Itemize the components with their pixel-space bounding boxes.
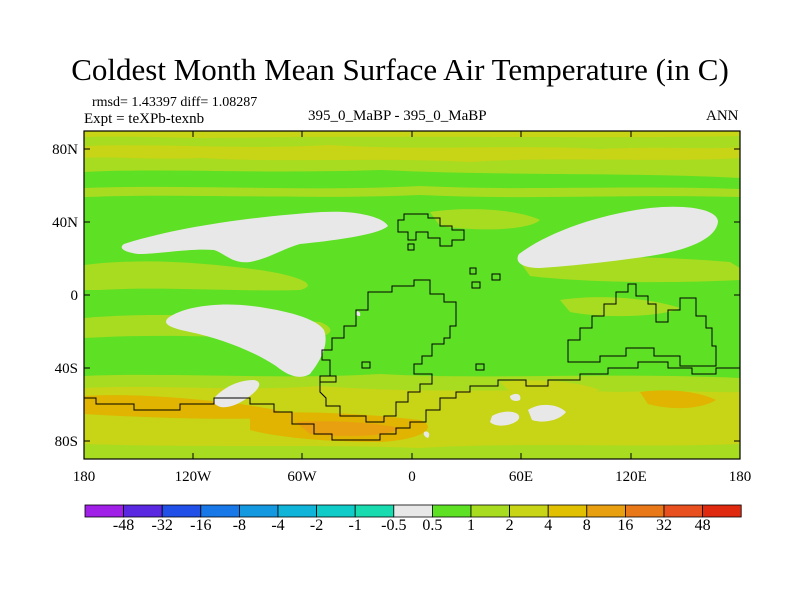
contour-region [510,393,521,401]
lon-label-180w: 180 [73,469,96,485]
lat-label-80s: 80S [55,434,78,450]
outline-island [361,361,371,369]
colorbar-label: 8 [582,517,591,534]
lon-labels: 180 120W 60W 0 60E 120E 180 [73,469,752,485]
contour-region [355,311,361,316]
colorbar-label: 16 [617,517,634,534]
contour-region [490,411,520,426]
colorbar [84,504,742,518]
lat-label-40s: 40S [55,361,78,377]
outline-island [491,273,501,281]
contour-region [560,297,680,317]
outline-island [319,375,337,383]
colorbar-box [393,504,433,518]
colorbar-label: -16 [190,517,212,534]
colorbar-label: 1 [467,517,475,534]
colorbar-box [509,504,549,518]
colorbar-label: -0.5 [381,517,407,534]
contour-region [121,211,388,263]
map-field [84,131,740,459]
colorbar-label: 2 [505,517,514,534]
lon-label-0: 0 [408,469,416,485]
lon-label-180e: 180 [729,469,752,485]
lon-label-120e: 120E [615,469,647,485]
contour-region [423,431,430,438]
colorbar-label: -2 [309,517,324,534]
axis-ticks [84,131,740,459]
outline-island [407,243,415,251]
colorbar-box [354,504,395,518]
colorbar-box [316,504,356,518]
colorbar-box [238,504,279,518]
colorbar-box [586,504,626,518]
contour-region [84,261,308,291]
lon-label-120w: 120W [175,469,213,485]
colorbar-box [161,504,202,518]
colorbar-label: -4 [271,517,285,534]
lat-label-80n: 80N [52,142,78,158]
colorbar-box [200,504,240,518]
colorbar-label: 32 [656,517,672,534]
colorbar-box [663,504,703,518]
colorbar-box [470,504,510,518]
south-bands [84,374,740,459]
colorbar-label: 0.5 [422,517,443,534]
continent-outlines [84,213,740,441]
outline-island [471,281,481,289]
lon-label-60e: 60E [509,469,533,485]
contour-region [430,209,540,230]
outline-island [469,267,477,275]
lat-label-40n: 40N [52,215,78,231]
colorbar-label: -1 [348,517,362,534]
comparison-label: 395_0_MaBP - 395_0_MaBP [308,108,487,124]
north-bands [84,131,740,198]
colorbar-label: -32 [151,517,173,534]
colorbar-box [625,504,665,518]
colorbar-box [431,504,472,518]
colorbar-label: 4 [544,517,553,534]
outline-gondwana [319,279,457,423]
colorbar-box [123,504,163,518]
contour-region [296,421,400,436]
contour-region [84,395,285,419]
experiment-label: Expt = teXPb-texnb [84,111,205,127]
lat-labels: 80N 40N 0 40S 80S [52,142,78,450]
outline-southern-land [84,361,740,441]
lat-label-0: 0 [71,288,79,304]
colorbar-label: -8 [232,517,247,534]
colorbar-label: -48 [112,517,135,534]
colorbar-label: 48 [694,517,711,534]
outline-island [475,363,485,371]
rmsd-diff-stats: rmsd= 1.43397 diff= 1.08287 [92,95,258,110]
contour-region [528,404,566,422]
contour-region [84,145,740,162]
neutral-regions [121,206,718,438]
contour-region [84,186,740,198]
contour-region [500,380,600,397]
contour-region [213,380,260,408]
contour-region [84,386,740,448]
colorbar-box [277,504,317,518]
colorbar-box [702,504,742,518]
contour-region [166,304,326,377]
colorbar-box [547,504,588,518]
season-label: ANN [706,108,739,124]
contour-region [517,206,718,268]
contour-region [640,390,716,409]
chart-title: Coldest Month Mean Surface Air Temperatu… [71,52,729,87]
colorbar-box [84,504,124,518]
outline-north-block [397,213,465,247]
lon-label-60w: 60W [287,469,317,485]
outline-east-block [567,283,717,367]
